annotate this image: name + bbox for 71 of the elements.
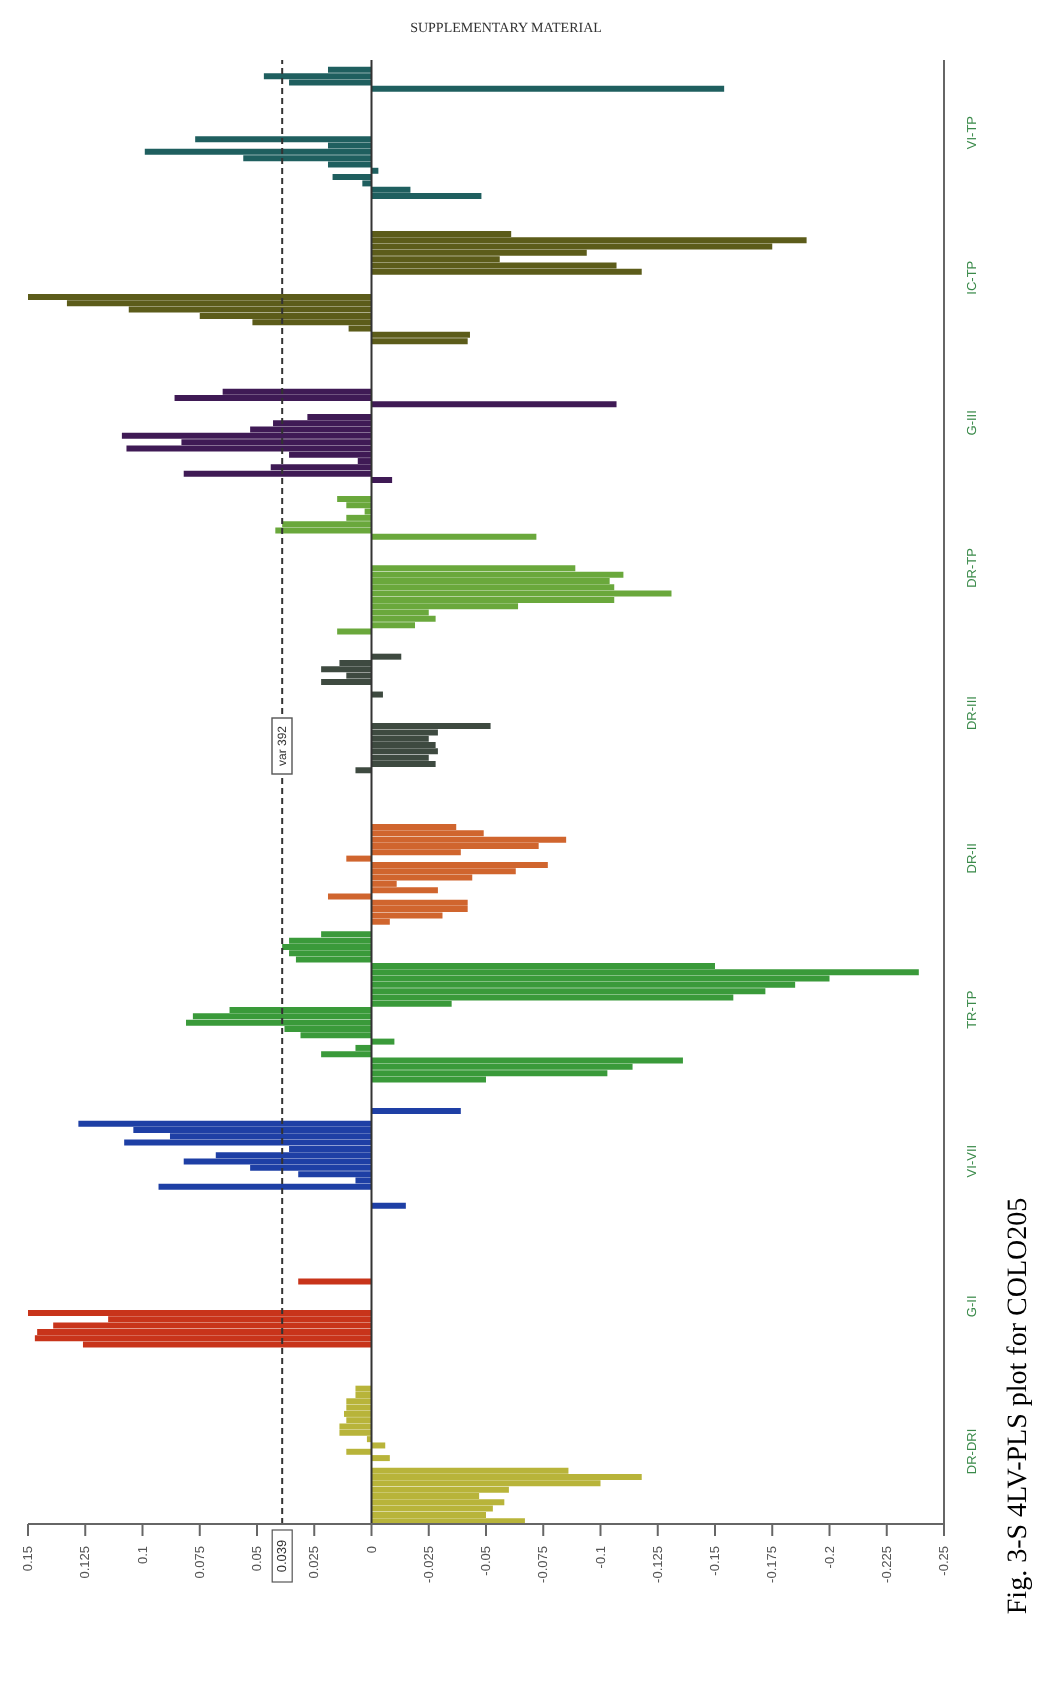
bar — [371, 760, 436, 767]
bar — [371, 1202, 406, 1209]
bar — [371, 615, 436, 622]
bar — [371, 906, 468, 913]
bar — [346, 1404, 372, 1411]
bar — [28, 1309, 372, 1316]
bar — [327, 893, 372, 900]
bar — [263, 73, 372, 80]
bar — [371, 268, 642, 275]
bar — [371, 742, 436, 749]
bar — [371, 723, 491, 730]
bar — [192, 1013, 372, 1020]
bar — [174, 394, 372, 401]
bar — [332, 174, 372, 181]
bar — [321, 666, 372, 673]
bar — [371, 861, 548, 868]
bar — [183, 470, 372, 477]
bar — [186, 1019, 372, 1026]
bar — [371, 193, 482, 200]
bar — [124, 1139, 372, 1146]
bar — [346, 1398, 372, 1405]
bar — [183, 1158, 372, 1165]
bar — [289, 950, 372, 957]
bar — [34, 1335, 372, 1342]
bar — [371, 1474, 642, 1481]
bar — [346, 1448, 372, 1455]
bar — [371, 476, 393, 483]
bar — [371, 571, 624, 578]
bar — [346, 855, 372, 862]
bar — [126, 445, 372, 452]
bar — [78, 1120, 372, 1127]
bar — [371, 653, 402, 660]
bar — [339, 1423, 372, 1430]
bar — [371, 590, 672, 597]
bar — [371, 836, 567, 843]
bar — [371, 1108, 461, 1115]
bar — [371, 748, 438, 755]
bar — [371, 401, 617, 408]
bar — [371, 899, 468, 906]
bar — [344, 1410, 372, 1417]
bar — [28, 293, 372, 300]
bar — [371, 338, 468, 345]
bar — [371, 969, 919, 976]
bar — [289, 937, 372, 944]
bar — [355, 767, 372, 774]
bar — [282, 943, 372, 950]
bar — [321, 678, 372, 685]
bar — [158, 1183, 372, 1190]
bar — [275, 527, 372, 534]
bar — [337, 628, 372, 635]
bar — [371, 887, 438, 894]
bar — [295, 956, 372, 963]
caption: Fig. 3-S 4LV-PLS plot for COLO205 — [1004, 1197, 1034, 1615]
bar — [337, 495, 372, 502]
bar — [339, 1429, 372, 1436]
bar — [195, 136, 372, 143]
bar — [144, 148, 372, 155]
bar — [37, 1328, 372, 1335]
bar — [371, 1057, 683, 1064]
bar — [321, 1051, 372, 1058]
bar — [371, 237, 807, 244]
bar — [355, 1385, 372, 1392]
bar — [371, 331, 470, 338]
bar — [282, 521, 372, 528]
bar — [298, 1278, 372, 1285]
bar — [346, 1417, 372, 1424]
bar — [371, 1499, 505, 1506]
bar — [121, 432, 372, 439]
bar — [371, 1038, 395, 1045]
bar — [371, 85, 725, 92]
bar — [371, 533, 537, 540]
